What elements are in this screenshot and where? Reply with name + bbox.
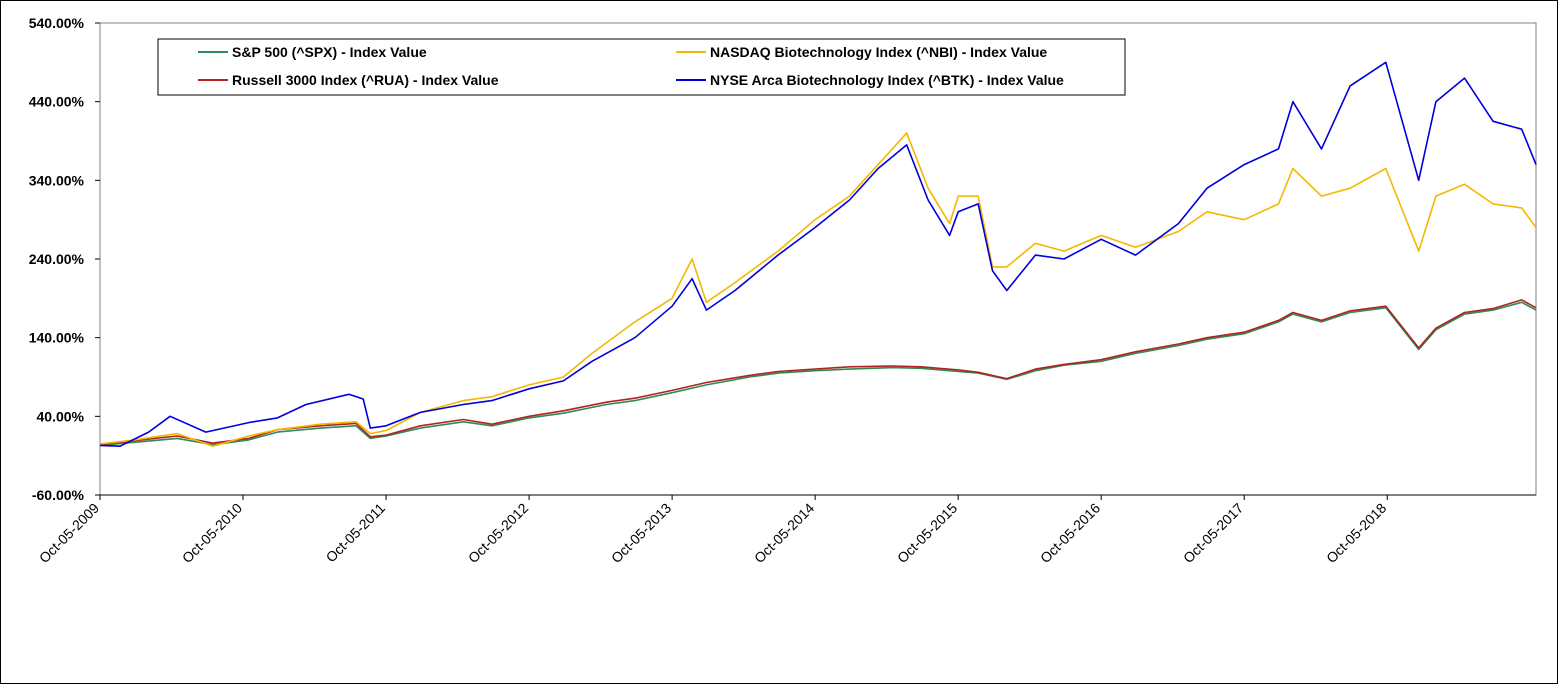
legend-label: NASDAQ Biotechnology Index (^NBI) - Inde… [710, 44, 1047, 60]
x-tick-label: Oct-05-2012 [465, 500, 531, 566]
x-tick-label: Oct-05-2011 [323, 500, 389, 566]
legend-label: Russell 3000 Index (^RUA) - Index Value [232, 72, 499, 88]
x-tick-label: Oct-05-2014 [751, 500, 817, 566]
x-tick-label: Oct-05-2013 [608, 500, 674, 566]
y-tick-label: 340.00% [29, 172, 85, 188]
y-tick-label: -60.00% [32, 487, 85, 503]
y-tick-label: 540.00% [29, 15, 85, 31]
x-tick-label: Oct-05-2018 [1323, 500, 1389, 566]
x-tick-label: Oct-05-2015 [894, 500, 960, 566]
series-line-0 [99, 301, 1537, 447]
y-tick-label: 140.00% [29, 330, 85, 346]
series-line-2 [99, 132, 1537, 448]
x-tick-label: Oct-05-2009 [36, 500, 102, 566]
x-tick-label: Oct-05-2017 [1180, 500, 1246, 566]
series-layer [99, 61, 1537, 448]
series-line-1 [99, 299, 1537, 446]
legend-label: S&P 500 (^SPX) - Index Value [232, 44, 427, 60]
legend: S&P 500 (^SPX) - Index Value Russell 3000… [157, 38, 1126, 96]
series-line-3 [99, 61, 1537, 448]
x-tick-label: Oct-05-2010 [179, 500, 245, 566]
y-axis: 540.00% 440.00% 340.00% 240.00% 140.00% 40.00… [29, 15, 100, 503]
x-tick-label: Oct-05-2016 [1037, 500, 1103, 566]
y-tick-label: 40.00% [37, 408, 85, 424]
y-tick-label: 440.00% [29, 94, 85, 110]
plot-area [99, 22, 1537, 496]
x-axis: Oct-05-2009 Oct-05-2010 Oct-05-2011 Oct-05-… [36, 494, 1536, 566]
y-tick-label: 240.00% [29, 251, 85, 267]
legend-label: NYSE Arca Biotechnology Index (^BTK) - I… [710, 72, 1064, 88]
legend-box [157, 38, 1126, 96]
